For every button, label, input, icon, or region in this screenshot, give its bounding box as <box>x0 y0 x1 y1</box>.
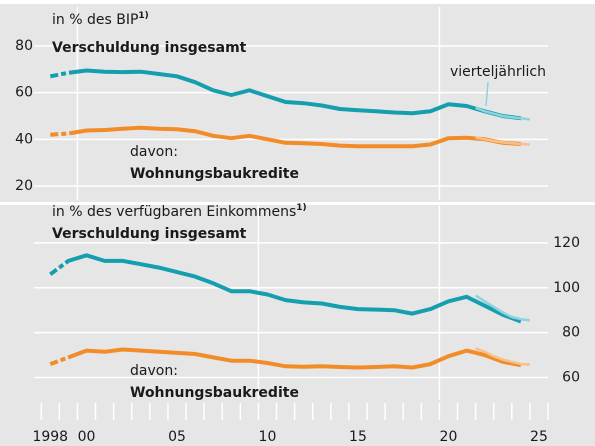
x-tick-label: 25 <box>530 429 548 445</box>
x-tick-label: 00 <box>78 429 96 445</box>
series-line <box>49 253 522 324</box>
x-tick-label: 10 <box>259 429 277 445</box>
footnote-marker: 1) <box>138 11 148 21</box>
quarterly-line <box>474 294 531 322</box>
y-tick-label: 60 <box>15 85 33 101</box>
y-tick-label: 80 <box>15 38 33 54</box>
y-tick-label: 120 <box>553 235 580 251</box>
series-line <box>49 347 522 370</box>
panel-separator <box>0 202 595 205</box>
series-label: Wohnungsbaukredite <box>130 166 299 182</box>
unit-text: in % des BIP <box>52 12 138 28</box>
quarterly-line <box>475 136 530 146</box>
annotation-leader <box>485 81 489 107</box>
unit-label: in % des BIP1) <box>52 11 149 29</box>
series-prefix: davon: <box>130 144 178 160</box>
series-prefix: davon: <box>130 363 178 379</box>
y-tick-label: 20 <box>15 178 33 194</box>
y-tick-label: 60 <box>562 370 580 386</box>
unit-text: in % des verfügbaren Einkommens <box>52 204 296 220</box>
quarterly-line <box>475 347 530 366</box>
y-tick-label: 100 <box>553 280 580 296</box>
series-line <box>50 125 522 149</box>
y-tick-label: 80 <box>562 325 580 341</box>
series-label: Verschuldung insgesamt <box>52 226 247 242</box>
x-tick-label: 05 <box>168 429 186 445</box>
x-tick-label: 20 <box>440 429 458 445</box>
series-label: Wohnungsbaukredite <box>130 385 299 401</box>
y-tick-label: 40 <box>15 131 33 147</box>
x-tick-label: 15 <box>349 429 367 445</box>
unit-label: in % des verfügbaren Einkommens1) <box>52 203 307 221</box>
annotation: vierteljährlich <box>450 64 546 80</box>
top-rule <box>0 0 595 4</box>
series-label: Verschuldung insgesamt <box>52 40 247 56</box>
x-tick-label: 1998 <box>32 429 68 445</box>
series-line <box>49 68 522 121</box>
footnote-marker: 1) <box>296 203 306 213</box>
quarterly-line <box>475 106 531 121</box>
